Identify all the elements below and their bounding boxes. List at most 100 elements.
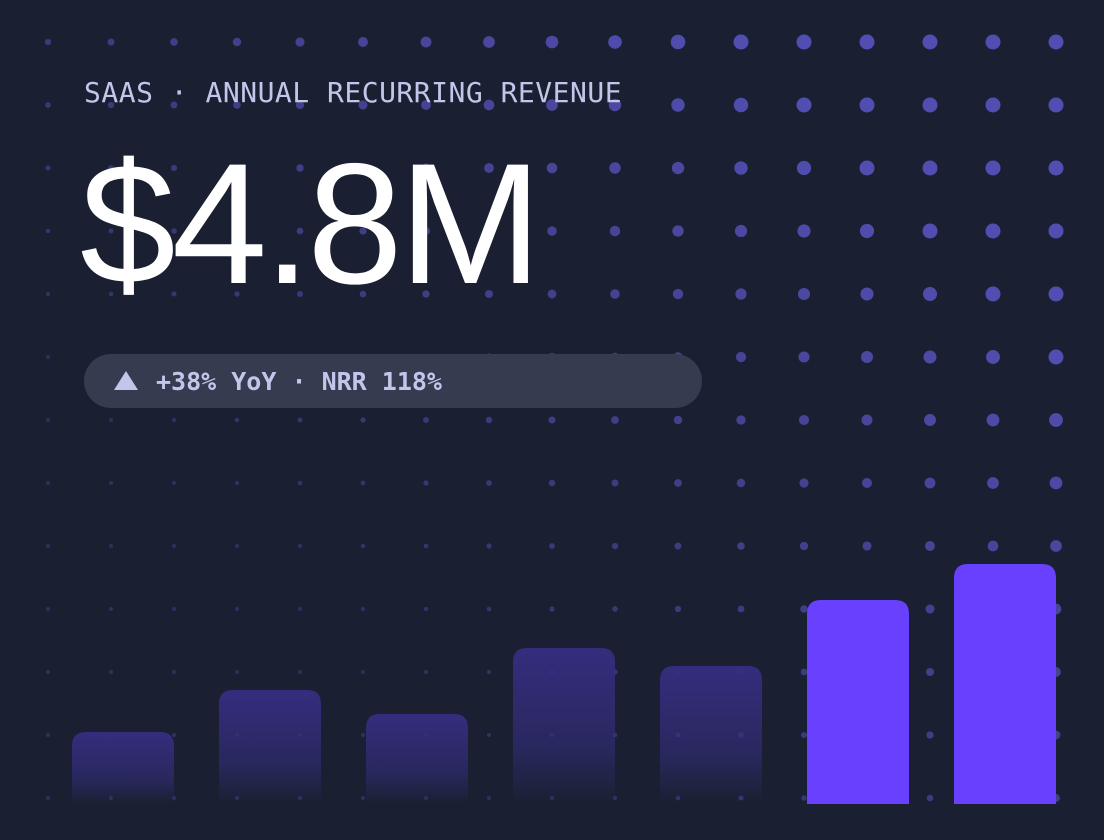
background-dot [733, 34, 749, 50]
background-dot [735, 288, 747, 300]
background-dot [986, 413, 1000, 427]
background-dot [108, 291, 114, 297]
background-dot [46, 418, 50, 422]
background-dot [234, 291, 240, 297]
background-dot [171, 291, 177, 297]
background-dot [797, 287, 811, 301]
background-dot [673, 415, 683, 425]
background-dot [608, 35, 622, 49]
background-dot [109, 418, 113, 422]
background-dot [486, 732, 492, 738]
background-dot [486, 669, 492, 675]
background-dot [109, 544, 113, 548]
background-dot [232, 37, 242, 47]
background-dot [860, 287, 874, 301]
background-dot [987, 540, 999, 552]
background-dot [798, 414, 810, 426]
background-dot [547, 289, 557, 299]
background-dot [46, 481, 50, 485]
background-dot [109, 670, 113, 674]
background-dot [610, 289, 620, 299]
background-dot [672, 288, 684, 300]
background-dot [358, 37, 368, 47]
background-dot [859, 160, 875, 176]
background-dot [861, 477, 873, 489]
bar [660, 666, 762, 804]
background-dot [1048, 34, 1064, 50]
background-dot [109, 481, 113, 485]
background-dot [985, 286, 1001, 302]
background-dot [925, 541, 935, 551]
background-dot [484, 226, 494, 236]
background-dot [611, 479, 619, 487]
background-dot [296, 290, 304, 298]
background-dot [548, 416, 556, 424]
background-dot [171, 228, 177, 234]
background-dot [546, 99, 558, 111]
bar [219, 690, 321, 804]
background-dot [1048, 97, 1064, 113]
background-dot [423, 606, 429, 612]
background-dot [170, 38, 178, 46]
background-dot [298, 607, 302, 611]
growth-badge: +38% YoY · NRR 118% [84, 354, 702, 408]
background-dot [46, 733, 50, 737]
background-dot [359, 290, 367, 298]
growth-badge-text: +38% YoY · NRR 118% [156, 366, 442, 396]
background-dot [985, 97, 1001, 113]
background-dot [545, 35, 559, 49]
background-dot [736, 478, 746, 488]
background-dot [922, 286, 938, 302]
background-dot [46, 355, 50, 359]
background-dot [611, 416, 619, 424]
background-dot [735, 351, 747, 363]
background-dot [1048, 223, 1064, 239]
background-dot [483, 36, 495, 48]
background-dot [108, 228, 114, 234]
bar-highlighted [954, 564, 1056, 804]
background-dot [987, 477, 999, 489]
background-dot [171, 417, 177, 423]
background-dot [1049, 476, 1063, 490]
background-dot [46, 796, 50, 800]
background-dot [797, 224, 811, 238]
background-dot [859, 34, 875, 50]
background-dot [172, 544, 176, 548]
background-dot [296, 227, 304, 235]
metric-eyebrow: SAAS · ANNUAL RECURRING REVENUE [84, 76, 623, 109]
background-dot [546, 162, 558, 174]
background-dot [612, 606, 618, 612]
background-dot [45, 228, 51, 234]
background-dot [1048, 286, 1064, 302]
background-dot [736, 415, 746, 425]
background-dot [671, 98, 685, 112]
background-dot [671, 161, 685, 175]
background-dot [733, 97, 749, 113]
background-dot [926, 794, 934, 802]
background-dot [295, 100, 305, 110]
background-dot [297, 543, 303, 549]
background-dot [800, 605, 808, 613]
background-dot [298, 670, 302, 674]
background-dot [674, 479, 682, 487]
background-dot [422, 290, 430, 298]
background-dot [360, 606, 366, 612]
background-dot [421, 163, 431, 173]
background-dot [674, 605, 682, 613]
background-dot [609, 162, 621, 174]
background-dot [361, 670, 365, 674]
background-dot [922, 160, 938, 176]
background-dot [172, 670, 176, 674]
triangle-up-icon [114, 371, 138, 390]
background-dot [547, 226, 557, 236]
background-dot [800, 668, 808, 676]
background-dot [925, 604, 935, 614]
background-dot [674, 542, 682, 550]
background-dot [235, 670, 239, 674]
background-dot [985, 34, 1001, 50]
background-dot [46, 607, 50, 611]
background-dot [487, 796, 491, 800]
background-dot [485, 416, 493, 424]
background-dot [800, 731, 808, 739]
